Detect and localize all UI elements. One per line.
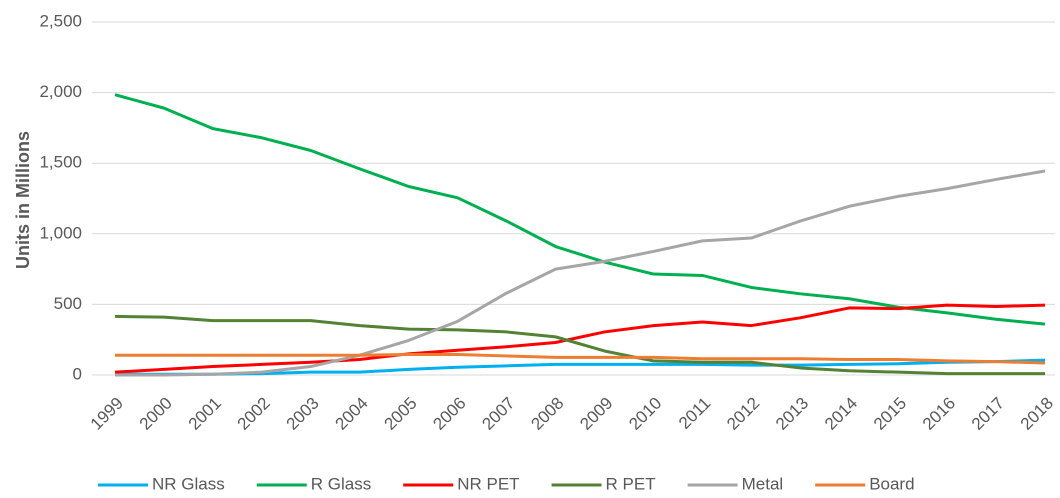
x-tick-label: 2011	[675, 394, 714, 433]
y-tick-label: 0	[73, 364, 82, 383]
x-tick-label: 2012	[723, 394, 763, 434]
series-line	[115, 169, 1046, 377]
legend-label: R Glass	[311, 474, 371, 493]
x-tick-label: 2002	[234, 394, 274, 434]
legend-label: R PET	[606, 474, 656, 493]
y-tick-label: 2,500	[39, 11, 82, 30]
x-tick-label: 2006	[429, 394, 469, 434]
x-tick-label: 2004	[332, 394, 372, 434]
legend-label: Metal	[742, 474, 784, 493]
y-tick-label: 1,500	[39, 153, 82, 172]
legend-label: Board	[869, 474, 914, 493]
series-line	[115, 353, 1046, 365]
x-tick-label: 1999	[87, 394, 127, 434]
x-tick-label: 2016	[919, 394, 959, 434]
series-line	[114, 303, 1046, 374]
x-tick-label: 2007	[478, 394, 518, 434]
x-tick-label: 2014	[821, 394, 861, 434]
x-tick-label: 2015	[870, 394, 910, 434]
series-line	[115, 358, 1046, 376]
x-tick-label: 2013	[772, 394, 812, 434]
legend-label: NR PET	[457, 474, 519, 493]
y-tick-label: 500	[54, 294, 82, 313]
series-line	[114, 93, 1046, 326]
y-tick-label: 1,000	[39, 223, 82, 242]
x-tick-label: 2005	[381, 394, 421, 434]
x-tick-label: 2000	[136, 394, 176, 434]
y-tick-label: 2,000	[39, 82, 82, 101]
y-axis-label: Units in Millions	[13, 131, 33, 269]
x-tick-label: 2017	[968, 394, 1008, 434]
x-tick-label: 2018	[1017, 394, 1057, 434]
legend-label: NR Glass	[152, 474, 225, 493]
x-tick-label: 2010	[625, 394, 665, 434]
x-tick-label: 2001	[185, 394, 225, 434]
x-tick-label: 2009	[576, 394, 616, 434]
x-tick-label: 2008	[527, 394, 567, 434]
series-line	[114, 314, 1045, 376]
x-tick-label: 2003	[283, 394, 323, 434]
